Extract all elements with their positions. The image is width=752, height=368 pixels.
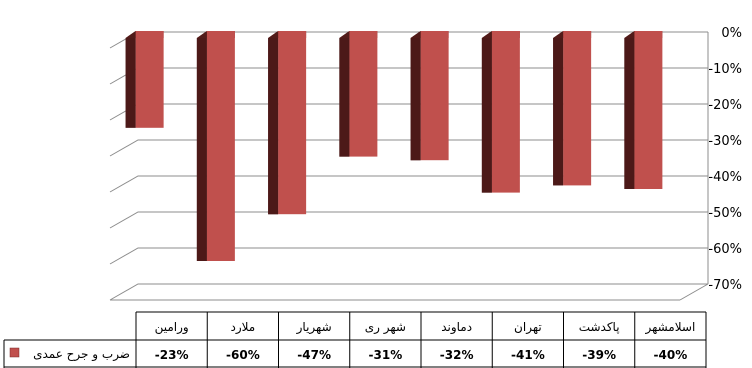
bar-front bbox=[278, 31, 307, 215]
bar-side-shade bbox=[196, 31, 207, 261]
legend-label: ضرب و جرح عمدی bbox=[33, 347, 130, 362]
bar bbox=[339, 31, 378, 157]
category-label: پاکدشت bbox=[579, 320, 620, 334]
data-label: -31% bbox=[369, 348, 403, 362]
data-label: -39% bbox=[582, 348, 616, 362]
bar-front bbox=[206, 31, 235, 261]
data-label: -41% bbox=[511, 348, 545, 362]
bar-side-shade bbox=[410, 31, 421, 161]
y-tick-label: 0% bbox=[721, 26, 742, 41]
gridline bbox=[109, 211, 708, 229]
bar-front bbox=[563, 31, 592, 186]
bar-front bbox=[420, 31, 449, 161]
bar-side-shade bbox=[339, 31, 350, 157]
bar bbox=[125, 31, 164, 128]
legend-swatch bbox=[9, 347, 20, 358]
y-tick-label: -60% bbox=[708, 242, 742, 257]
gridline bbox=[109, 283, 708, 301]
bar bbox=[410, 31, 449, 161]
category-label: تهران bbox=[514, 320, 542, 335]
y-tick-label: -10% bbox=[708, 62, 742, 77]
data-label: -47% bbox=[297, 348, 331, 362]
bar-front bbox=[491, 31, 520, 193]
category-label: شهریار bbox=[296, 320, 332, 335]
floor-right-edge bbox=[679, 283, 709, 301]
category-label: ملارد bbox=[231, 320, 256, 335]
bars bbox=[125, 31, 663, 261]
data-label: -40% bbox=[654, 348, 688, 362]
y-tick-label: -50% bbox=[708, 206, 742, 221]
bar bbox=[624, 31, 663, 189]
bar-side-shade bbox=[125, 31, 136, 128]
bar-side-shade bbox=[553, 31, 564, 186]
category-label: اسلامشهر bbox=[644, 320, 695, 335]
y-axis-ticks: 0% -10% -20% -30% -40% -50% -60% -70% bbox=[708, 26, 742, 293]
category-label: ورامین bbox=[155, 320, 189, 335]
data-label: -32% bbox=[440, 348, 474, 362]
bar-front bbox=[634, 31, 663, 189]
bar-side-shade bbox=[268, 31, 279, 215]
category-label: شهر ری bbox=[365, 320, 406, 335]
y-tick-label: -70% bbox=[708, 278, 742, 293]
bar-side-shade bbox=[624, 31, 635, 189]
data-label: -60% bbox=[226, 348, 260, 362]
y-tick-label: -20% bbox=[708, 98, 742, 113]
bar bbox=[268, 31, 307, 215]
bar-front bbox=[349, 31, 378, 157]
y-tick-label: -40% bbox=[708, 170, 742, 185]
bar bbox=[196, 31, 235, 261]
bar-front bbox=[135, 31, 164, 128]
category-label: دماوند bbox=[441, 320, 472, 335]
bar bbox=[553, 31, 592, 186]
bar-side-shade bbox=[481, 31, 492, 193]
gridlines bbox=[109, 31, 709, 301]
y-tick-label: -30% bbox=[708, 134, 742, 149]
bar bbox=[481, 31, 520, 193]
data-table: ورامین -23% ملارد -60% شهریار -47% شهر ری -31% د… bbox=[3, 311, 707, 368]
data-label: -23% bbox=[155, 348, 189, 362]
gridline bbox=[109, 247, 708, 265]
